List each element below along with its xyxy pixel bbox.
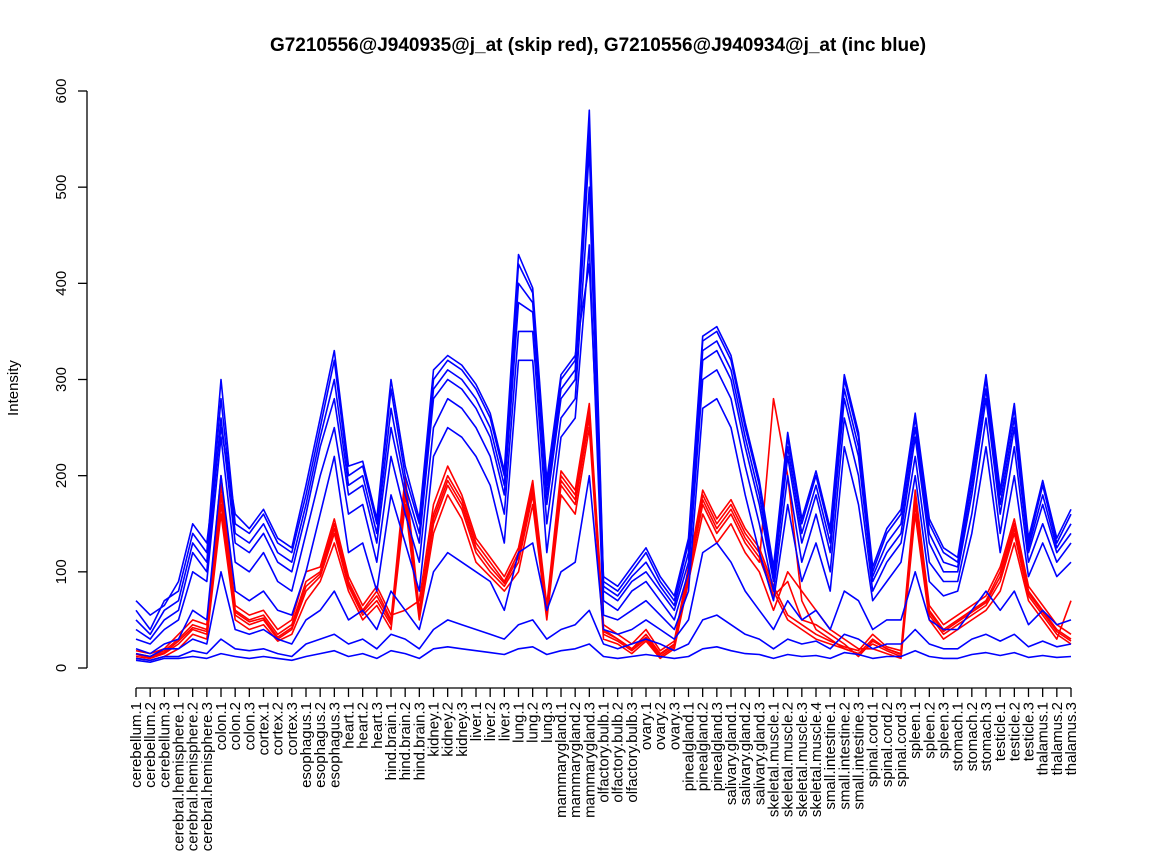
x-tick-label: small.intestine.2 (836, 702, 853, 810)
x-tick-label: spleen.1 (907, 702, 924, 759)
x-tick-label: thalamus.3 (1063, 702, 1080, 775)
x-tick-label: spinal.cord.2 (879, 702, 896, 787)
chart-title: G7210556@J940935@j_at (skip red), G72105… (270, 35, 926, 56)
series-line-inc-7 (135, 609, 1072, 662)
x-tick-label: spinal.cord.1 (865, 702, 882, 787)
x-tick-label: hind.brain.3 (411, 702, 428, 780)
x-tick-label: stomach.2 (964, 702, 981, 771)
x-tick-label: mammarygland.1 (553, 702, 570, 818)
x-tick-label: small.intestine.1 (822, 702, 839, 810)
x-tick-label: cerebellum.1 (128, 702, 145, 788)
x-tick-label: colon.3 (241, 702, 258, 750)
x-tick-label: testicle.1 (992, 702, 1009, 761)
x-tick-label: olfactory.bulb.3 (624, 702, 641, 803)
x-tick-label: lung.1 (511, 702, 528, 743)
x-tick-label: colon.2 (227, 702, 244, 750)
y-tick-label: 300 (53, 367, 70, 392)
x-tick-label: skeletal.muscle.1 (766, 702, 783, 817)
x-tick-label: liver.1 (468, 702, 485, 741)
y-tick-label: 0 (53, 664, 70, 672)
series-line-inc-8 (135, 643, 1072, 664)
x-tick-label: heart.3 (369, 702, 386, 749)
series-line-skip-5 (135, 412, 1072, 659)
x-tick-label: mammarygland.2 (567, 702, 584, 818)
x-tick-label: testicle.2 (1006, 702, 1023, 761)
x-tick-label: skeletal.muscle.3 (794, 702, 811, 817)
y-axis: 0 100 200 300 400 500 600 (53, 78, 88, 672)
series-line-inc-6 (135, 474, 1072, 658)
plot-series (135, 109, 1072, 664)
x-tick-label: cortex.1 (256, 702, 273, 755)
x-tick-label: kidney.2 (440, 702, 457, 757)
y-tick-label: 200 (53, 463, 70, 488)
y-tick-label: 500 (53, 175, 70, 200)
x-tick-label: ovary.1 (638, 702, 655, 750)
x-tick-label: skeletal.muscle.2 (780, 702, 797, 817)
x-tick-label: ovary.2 (652, 702, 669, 750)
series-line-skip-3 (135, 426, 1072, 662)
x-tick-label: pinealgland.2 (695, 702, 712, 791)
x-tick-label: hind.brain.2 (397, 702, 414, 780)
series-line-inc-5 (135, 244, 1072, 655)
x-tick-label: pinealgland.1 (681, 702, 698, 791)
x-tick-label: pinealgland.3 (709, 702, 726, 791)
x-tick-label: cerebral.hemisphere.3 (199, 702, 216, 851)
x-tick-label: cerebellum.2 (142, 702, 159, 788)
x-tick-label: small.intestine.3 (851, 702, 868, 810)
x-tick-label: spinal.cord.3 (893, 702, 910, 787)
x-tick-label: thalamus.2 (1049, 702, 1066, 775)
x-tick-label: kidney.3 (454, 702, 471, 757)
x-tick-label: spleen.2 (921, 702, 938, 759)
y-tick-label: 600 (53, 78, 70, 103)
x-tick-label: olfactory.bulb.2 (610, 702, 627, 803)
series-line-inc-1 (135, 109, 1072, 631)
x-tick-label: liver.3 (496, 702, 513, 741)
x-tick-label: skeletal.muscle.4 (808, 702, 825, 817)
x-tick-label: cerebellum.3 (156, 702, 173, 788)
x-tick-label: salivary.gland.2 (737, 702, 754, 805)
x-tick-label: lung.3 (539, 702, 556, 743)
series-line-inc-9 (135, 253, 1072, 616)
x-tick-label: heart.1 (341, 702, 358, 749)
x-tick-label: heart.2 (355, 702, 372, 749)
x-tick-label: mammarygland.3 (581, 702, 598, 818)
x-tick-label: stomach.1 (950, 702, 967, 771)
x-tick-label: spleen.3 (936, 702, 953, 759)
x-tick-label: kidney.1 (426, 702, 443, 757)
x-tick-label: liver.2 (482, 702, 499, 741)
x-tick-label: esophagus.2 (312, 702, 329, 788)
y-tick-label: 100 (53, 559, 70, 584)
x-tick-label: cortex.3 (284, 702, 301, 755)
x-tick-label: cerebral.hemisphere.2 (185, 702, 202, 851)
x-tick-label: stomach.3 (978, 702, 995, 771)
x-tick-label: thalamus.1 (1035, 702, 1052, 775)
x-tick-label: cerebral.hemisphere.1 (171, 702, 188, 851)
y-tick-label: 400 (53, 271, 70, 296)
x-tick-label: salivary.gland.1 (723, 702, 740, 805)
x-tick-label: esophagus.1 (298, 702, 315, 788)
x-tick-label: hind.brain.1 (383, 702, 400, 780)
x-tick-label: lung.2 (525, 702, 542, 743)
x-tick-label: colon.1 (213, 702, 230, 750)
x-tick-label: esophagus.3 (326, 702, 343, 788)
x-tick-label: salivary.gland.3 (751, 702, 768, 805)
x-tick-label: ovary.3 (666, 702, 683, 750)
x-axis: cerebellum.1cerebellum.2cerebellum.3cere… (128, 687, 1080, 851)
x-tick-label: cortex.2 (270, 702, 287, 755)
y-axis-label: Intensity (5, 360, 22, 416)
x-tick-label: olfactory.bulb.1 (596, 702, 613, 803)
x-tick-label: testicle.3 (1021, 702, 1038, 761)
